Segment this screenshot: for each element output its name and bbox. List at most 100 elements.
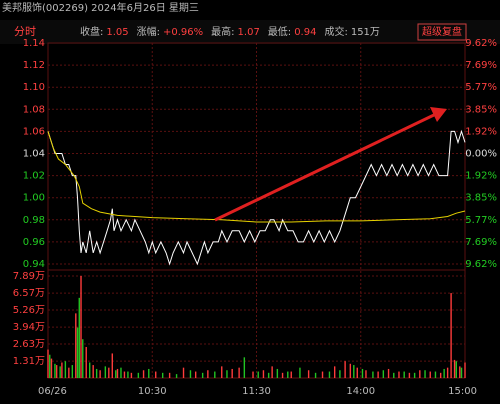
volume-bar [387,368,390,378]
volume-bar [257,371,259,378]
volume-bar [262,370,265,378]
y2-tick-label: 5.77% [465,82,497,93]
volume-bar [413,372,416,378]
volume-bar [55,365,58,378]
volume-bar [226,370,228,378]
vol-tick-label: 1.31万 [13,356,45,367]
volume-bar [459,366,461,378]
volume-bar [450,293,452,378]
volume-bar [85,346,87,378]
y2-tick-label: 5.77% [465,215,497,226]
volume-bar [271,366,273,378]
volume-bar [221,366,223,378]
volume-bar [78,297,80,378]
volume-bar [47,349,49,378]
vol-tick-label: 2.63万 [13,339,45,350]
volume-bar [123,371,126,378]
stat-label: 成交: [324,25,347,38]
stats: 收盘: 1.05 涨幅: +0.96% 最高: 1.07 最低: 0.94 成交: 151万 [80,25,380,38]
volume-bar [68,367,70,378]
volume-bar [365,370,367,378]
x-tick-label: 06/26 [38,386,67,397]
volume-bar [207,370,209,378]
y-tick-label: 1.06 [23,126,45,137]
volume-bar [453,359,456,378]
volume-bar [115,370,117,378]
volume-bar [161,372,164,378]
volume-bar [434,371,437,378]
volume-bar [321,371,324,378]
volume-bar [155,371,157,378]
stat-value: 1.05 [106,27,128,38]
volume-bar [398,371,400,378]
volume-bar [243,357,246,378]
average-line [47,131,466,223]
volume-bar [61,362,63,378]
y-tick-label: 0.98 [23,215,45,226]
vol-tick-label: 6.57万 [13,288,45,299]
volume-bar [372,371,374,378]
stat-label: 收盘: [80,25,103,38]
y2-tick-label: 3.85% [465,193,497,204]
volume-bar [361,368,364,378]
volume-bar [252,371,254,378]
mode-tab[interactable]: 分时 [14,25,36,38]
volume-bar [382,370,385,378]
volume-bar [299,367,301,378]
y-tick-label: 1.04 [23,149,45,160]
volume-bar [89,362,91,378]
volume-bar [290,371,292,378]
volume-bar [49,354,51,378]
y2-tick-label: 0.00% [465,149,497,160]
vol-tick-label: 5.26万 [13,305,45,316]
stat-value: +0.96% [163,27,203,38]
volume-bar [328,371,331,378]
volume-bar [408,372,411,378]
volume-bar [99,370,101,378]
volume-bar [446,367,449,378]
annotation-arrowhead [430,107,447,122]
button-border[interactable] [417,23,467,41]
volume-bar [95,368,98,378]
stat-label: 最高: [211,25,234,38]
volume-bar [393,372,395,378]
y-tick-label: 1.08 [23,104,45,115]
y-tick-label: 1.14 [23,38,45,49]
volume-bar [424,370,426,378]
volume-bar [50,358,53,378]
plot-layer: 06/26 10:30 11:30 14:00 15:00 0.94 0.96 0.98 1.0… [13,38,497,397]
volume-bar [231,368,233,378]
volume-bar [80,276,82,378]
volume-bar [429,371,431,378]
x-tick-label: 14:00 [346,386,375,397]
volume-bar [54,363,56,378]
vol-tick-label: 3.94万 [13,322,45,333]
y-tick-label: 1.10 [23,82,45,93]
header-bar [0,20,500,44]
volume-bar [130,372,133,378]
y2-tick-label: 1.92% [465,126,497,137]
volume-bar [339,370,341,378]
y-tick-label: 0.94 [23,259,45,270]
y2-tick-label: 9.62% [465,259,497,270]
volume-bar [104,366,107,378]
volume-bar [137,372,140,378]
volume-bar [82,339,84,378]
volume-bar [238,367,240,378]
volume-bar [439,372,442,378]
volume-bar [267,372,270,378]
super-review-button[interactable]: 超级复盘 [422,25,462,38]
volume-bar [455,361,458,378]
y2-tick-label: 9.62% [465,38,497,49]
volume-bar [281,372,284,378]
volume-bar [127,371,129,378]
volume-bar [377,371,379,378]
x-tick-label: 11:30 [242,386,271,397]
volume-bar [148,368,150,378]
volume-bar [142,370,145,378]
y2-tick-label: 1.92% [465,171,497,182]
volume-bar [59,366,61,378]
stat-value: 151万 [351,27,380,38]
volume-bar [182,367,185,378]
volume-bar [120,367,122,378]
